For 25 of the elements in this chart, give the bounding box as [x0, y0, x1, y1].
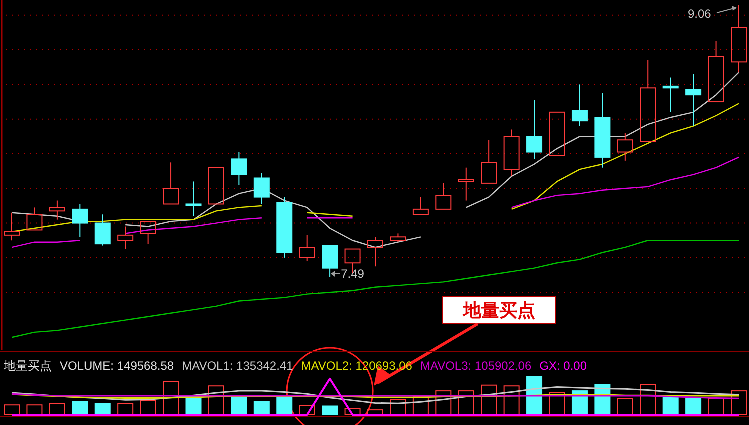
bar	[254, 401, 270, 416]
bar	[731, 390, 747, 416]
candlestick	[72, 204, 88, 238]
text: VOLUME: 149568.58	[60, 359, 174, 373]
candlestick	[662, 77, 679, 113]
candlestick	[118, 226, 134, 250]
bar	[322, 406, 338, 416]
chart-title: 地量买点	[3, 359, 52, 373]
bar	[72, 401, 88, 416]
candlestick	[186, 181, 202, 217]
bar	[4, 404, 20, 416]
text: 地量买点	[462, 300, 536, 322]
candlestick	[572, 84, 588, 127]
candlestick	[594, 92, 611, 168]
annotation: 9.06	[688, 7, 712, 21]
series-label: MAVOL3: 105902.06	[420, 359, 532, 373]
candlestick	[504, 129, 520, 178]
candlestick	[731, 4, 747, 74]
annotation: 7.49	[341, 267, 365, 281]
series-label: MAVOL1: 135342.41	[182, 359, 294, 373]
bar	[231, 397, 248, 416]
candlestick	[686, 74, 702, 127]
text: GX: 0.00	[540, 359, 588, 373]
candlestick	[458, 167, 474, 202]
candlestick	[617, 132, 634, 162]
